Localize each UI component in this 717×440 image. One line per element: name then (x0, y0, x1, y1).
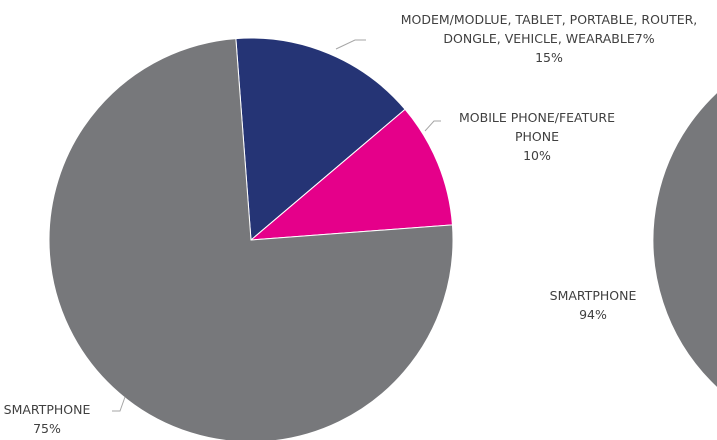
leader-lines (112, 39, 441, 412)
leader-line-mobile-phone (424, 120, 441, 132)
pie-chart-2 (652, 91, 717, 389)
pie-slice-modem-tablet (235, 37, 406, 242)
pie-slice-mobile-phone (249, 108, 453, 241)
slice-label-modem: MODEM/MODLUE, TABLET, PORTABLE, ROUTER, … (400, 12, 698, 65)
slice-label-smartphone-2: SMARTPHONE 94% (549, 288, 637, 322)
pie-chart-1 (48, 37, 454, 440)
pie-slice-smartphone (48, 38, 454, 440)
slice-label-smartphone: SMARTPHONE 75% (3, 402, 91, 436)
leader-line-modem (335, 39, 366, 50)
pie2-slice-smartphone (652, 91, 717, 389)
leader-line-smartphone (112, 396, 126, 412)
slice-label-mobile-phone: MOBILE PHONE/FEATURE PHONE 10% (459, 110, 615, 163)
